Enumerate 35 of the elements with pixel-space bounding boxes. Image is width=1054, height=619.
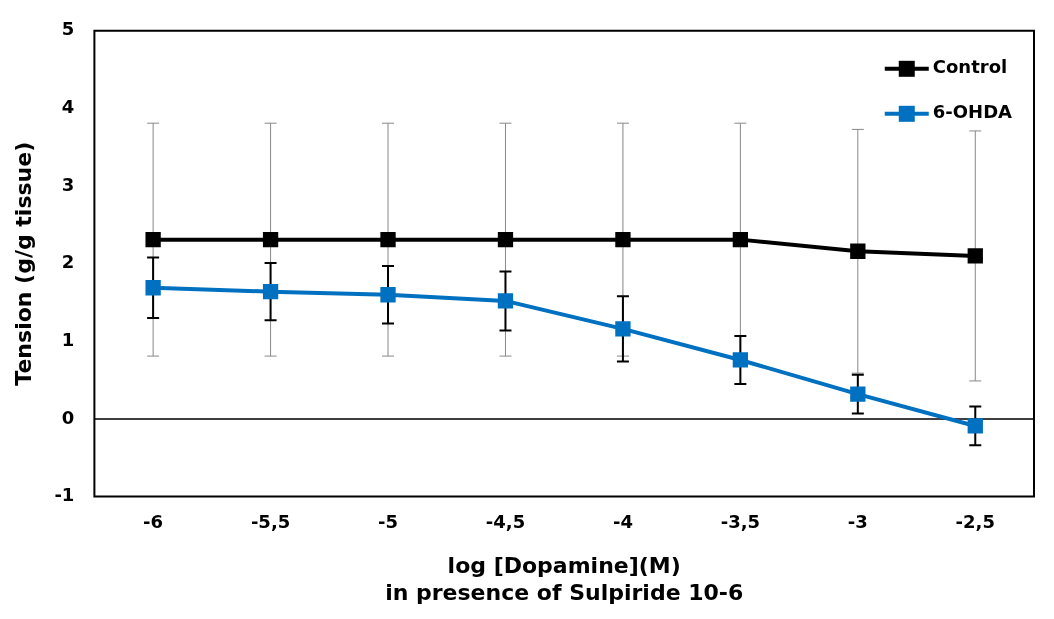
point bbox=[615, 321, 631, 337]
point bbox=[380, 287, 396, 303]
x-tick-label: -4 bbox=[612, 511, 633, 533]
point bbox=[145, 231, 161, 248]
y-tick-label: 3 bbox=[61, 173, 75, 195]
y-tick-label: -1 bbox=[54, 484, 75, 506]
x-tick-label: -6 bbox=[143, 511, 164, 533]
x-tick-label: -5 bbox=[378, 511, 399, 533]
x-tick-label: -2,5 bbox=[955, 511, 995, 533]
x-tick-label: -5,5 bbox=[250, 511, 291, 533]
point bbox=[850, 386, 866, 402]
y-axis-title: Tension (g/g tissue) bbox=[10, 141, 36, 386]
legend-label: Control bbox=[932, 56, 1008, 78]
y-tick-label: 5 bbox=[61, 18, 75, 40]
point bbox=[145, 280, 161, 296]
y-tick-label: 2 bbox=[61, 251, 75, 273]
x-axis-title: log [Dopamine](M) in presence of Sulpiride 10-6 bbox=[385, 553, 744, 605]
y-tick-label: 0 bbox=[61, 406, 75, 428]
x-tick-label: -3 bbox=[847, 511, 868, 533]
point bbox=[732, 352, 749, 368]
y-tick-label: 1 bbox=[61, 329, 75, 351]
point bbox=[850, 243, 866, 259]
point bbox=[262, 231, 279, 248]
point bbox=[262, 283, 279, 300]
point bbox=[497, 231, 514, 248]
point bbox=[497, 293, 514, 309]
point bbox=[967, 248, 983, 264]
x-tick-label: -4,5 bbox=[485, 511, 526, 533]
legend-label: 6-OHDA bbox=[932, 101, 1013, 123]
point bbox=[615, 231, 631, 248]
point bbox=[732, 231, 749, 248]
point bbox=[380, 231, 396, 248]
x-tick-label: -3,5 bbox=[720, 511, 761, 533]
point bbox=[967, 418, 983, 434]
y-tick-label: 4 bbox=[61, 96, 75, 118]
